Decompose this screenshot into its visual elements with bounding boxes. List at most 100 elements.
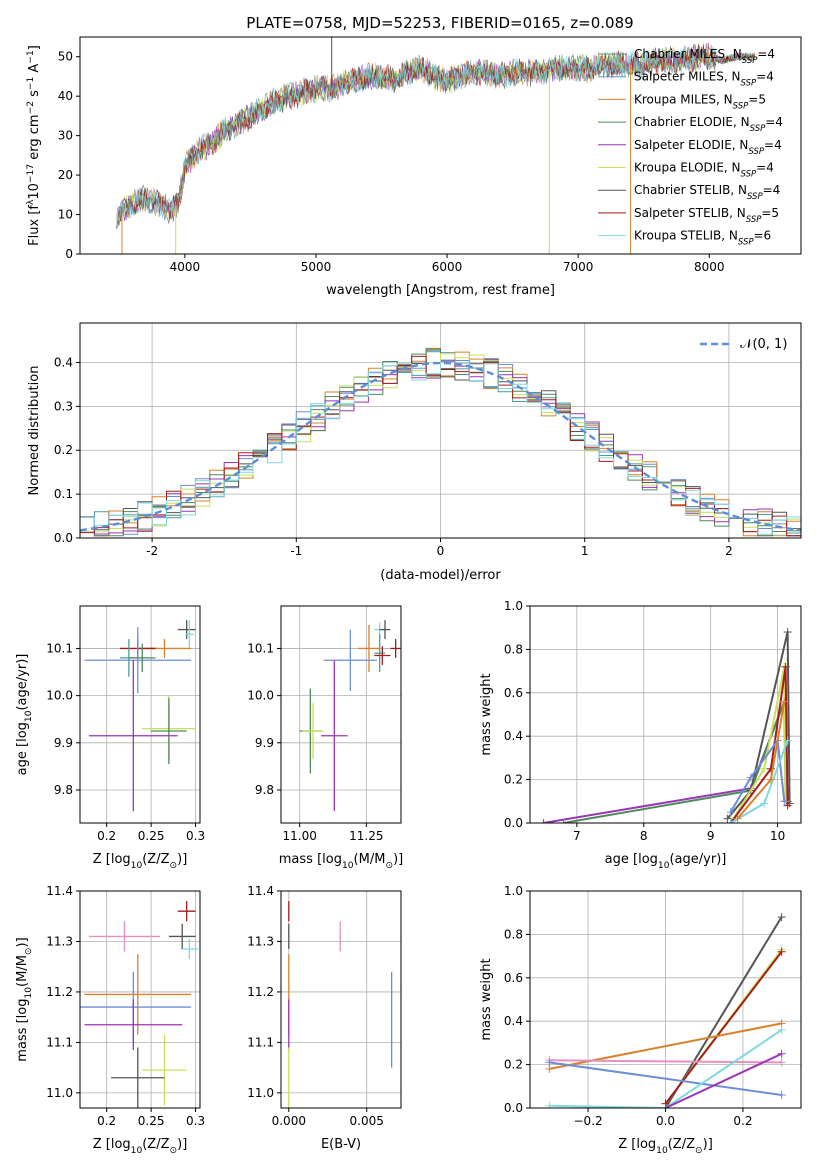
y-tick-label: 20 <box>58 168 73 182</box>
errorbar-point <box>374 634 385 673</box>
weight-lines <box>545 913 786 1108</box>
x-tick-label: 0 <box>437 544 445 558</box>
x-axis-label: Z [log10(Z/Z⊙)] <box>93 852 188 871</box>
gaussian-curve <box>80 361 801 532</box>
weight-marker <box>733 814 742 823</box>
x-axis-label: mass [log10(M/M⊙)] <box>279 852 403 871</box>
x-tick-label: 9 <box>707 829 715 843</box>
x-tick-label: 0.3 <box>186 1114 205 1128</box>
legend-entry: Chabrier MILES, NSSP=4 <box>634 47 775 66</box>
x-tick-label: -2 <box>146 544 158 558</box>
label-part: erg cm <box>27 114 42 163</box>
label-part: 10 <box>24 987 34 999</box>
label-part: ⊙ <box>695 1146 703 1156</box>
weight-marker <box>661 1104 670 1108</box>
label-part: −1 <box>26 77 36 90</box>
label-part: (age/yr)] <box>15 654 30 711</box>
legend-subscript: SSP <box>748 147 764 157</box>
weight-series-line <box>729 739 786 813</box>
weight-marker <box>783 628 792 637</box>
y-tick-label: 0.0 <box>504 1101 523 1115</box>
y-tick-label: 10.0 <box>247 689 274 703</box>
errorbar-point <box>142 1034 187 1106</box>
weight-marker <box>539 819 548 823</box>
errorbar-point <box>111 1047 165 1108</box>
x-tick-label: 0.005 <box>350 1114 384 1128</box>
errorbar-point <box>84 999 183 1050</box>
label-part: 10 <box>131 1146 143 1156</box>
x-tick-label: 0.2 <box>97 829 116 843</box>
weight-marker <box>783 736 792 745</box>
spectrum-axes: 4000 5000 6000 7000 8000 0 10 20 30 40 50 wavelengt… <box>26 36 802 298</box>
weight-series-line <box>549 1059 782 1064</box>
y-axis-label: mass [log10(M/M⊙)] <box>15 937 34 1061</box>
weight-marker <box>559 819 568 823</box>
legend-value: =4 <box>765 115 783 129</box>
x-tick-label: 7000 <box>563 260 594 274</box>
legend-subscript: SSP <box>742 56 758 66</box>
label-part: )] <box>393 852 403 867</box>
legend-text: Kroupa MILES, N <box>634 92 733 106</box>
legend-value: =4 <box>757 47 775 61</box>
label-part: 10 <box>24 710 34 722</box>
y-tick-label: 0.2 <box>504 773 523 787</box>
x-tick-label: 0.2 <box>97 1114 116 1128</box>
errorbar-point <box>184 620 194 649</box>
axes-frame <box>79 36 802 255</box>
legend-entry: Chabrier STELIB, NSSP=4 <box>634 183 780 202</box>
y-tick-label: 0.2 <box>54 443 73 457</box>
weight-marker <box>766 775 775 784</box>
errorbar-point <box>128 643 156 673</box>
label-part: age [log <box>15 722 30 775</box>
x-tick-label: 7 <box>573 829 581 843</box>
axes-frame <box>280 890 402 1109</box>
y-tick-label: 9.8 <box>54 783 73 797</box>
y-tick-label: 1.0 <box>504 884 523 898</box>
axes-frame <box>79 890 201 1109</box>
weight-marker <box>783 801 792 810</box>
axes-frame <box>529 605 802 824</box>
legend-value: =4 <box>763 183 781 197</box>
x-tick-label: 10 <box>770 829 785 843</box>
spectrum-series-line <box>116 46 755 226</box>
label-part: s <box>27 90 42 101</box>
label-part: ⊙ <box>170 1146 178 1156</box>
label-part: )] <box>703 1137 713 1152</box>
z_weights-axes: −0.2 0.0 0.2 0.0 0.2 0.4 0.6 0.8 1.0 Z [log10(Z/Z… <box>479 884 802 1156</box>
y-tick-label: 11.2 <box>46 985 73 999</box>
legend-entry: Salpeter STELIB, NSSP=5 <box>634 206 779 225</box>
spectrum-lines <box>116 37 755 254</box>
y-tick-label: 40 <box>58 89 73 103</box>
errorbar-point <box>177 901 196 922</box>
legend-text: Kroupa STELIB, N <box>634 229 738 243</box>
errorbar-point <box>88 921 160 952</box>
legend-subscript: SSP <box>733 101 749 111</box>
z_vs_age-axes: 0.2 0.25 0.39.89.910.010.1Z [log10(Z/Z⊙)]a… <box>15 605 205 871</box>
legend-text: Salpeter MILES, N <box>634 70 741 84</box>
errorbars <box>288 901 393 1108</box>
ebv_vs_mass-axes: 0.000 0.005 11.0 11.1 11.2 11.3 11.4 E(B-V) <box>247 884 402 1152</box>
x-tick-label: 0.000 <box>272 1114 306 1128</box>
legend-value: =5 <box>761 206 779 220</box>
label-part: Z [log <box>93 852 131 867</box>
plots-container: 4000 5000 6000 7000 800001020304050wavelengt… <box>15 36 802 1156</box>
x-tick-label: 11.00 <box>282 829 316 843</box>
label-part: ⊙ <box>385 861 393 871</box>
label-part: 10 <box>656 1146 668 1156</box>
legend-text: Chabrier ELODIE, N <box>634 115 750 129</box>
weight-marker <box>777 1049 786 1058</box>
axes-frame <box>79 322 802 539</box>
y-tick-label: 11.3 <box>46 934 73 948</box>
y-tick-label: 10 <box>58 208 73 222</box>
residuals-axes: -2 -1 0 1 2 0.0 0.1 0.2 0.3 0.4 (data-model)/error… <box>27 322 802 583</box>
label-part: mass [log <box>15 999 30 1062</box>
label-part: )] <box>177 852 187 867</box>
x-axis-label: E(B-V) <box>321 1137 361 1152</box>
y-axis-label: age [log10(age/yr)] <box>15 654 34 776</box>
label-part: −17 <box>26 164 36 183</box>
weight-marker <box>726 808 735 817</box>
weight-marker <box>777 947 786 956</box>
y-tick-label: 0.2 <box>504 1058 523 1072</box>
weight-marker <box>726 819 735 823</box>
x-tick-label: 0.3 <box>186 829 205 843</box>
